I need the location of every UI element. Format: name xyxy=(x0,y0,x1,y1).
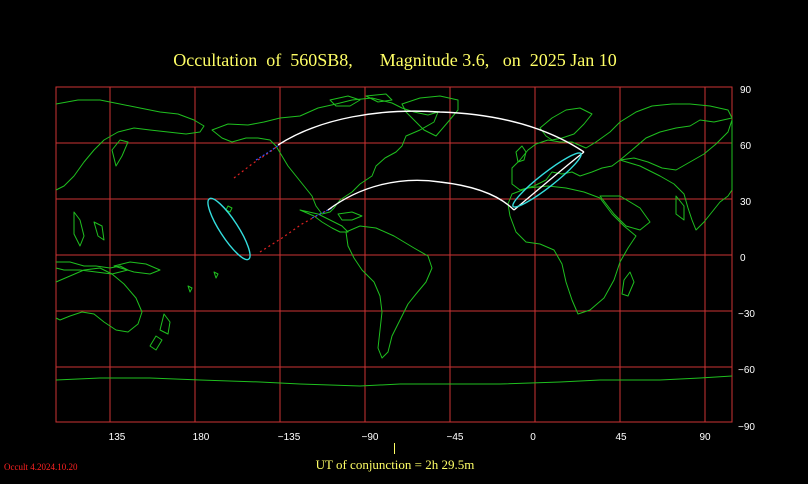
ellipses xyxy=(207,152,582,261)
coastlines xyxy=(55,93,733,387)
software-version: Occult 4.2024.10.20 xyxy=(4,462,78,472)
map-grid xyxy=(55,86,733,423)
lon-tick-label: −90 xyxy=(362,432,379,443)
lat-tick-label: 90 xyxy=(740,85,752,96)
lon-tick-labels: 135 180 −135 −90 −45 0 45 90 xyxy=(109,432,711,443)
south-limit xyxy=(327,179,515,211)
atlantic-ellipse xyxy=(512,152,582,208)
lat-tick-label: −90 xyxy=(738,422,755,433)
lon-tick-label: 90 xyxy=(699,432,711,443)
lon-tick-label: 180 xyxy=(193,432,210,443)
lon-tick-label: 45 xyxy=(615,432,627,443)
lon-tick-label: −135 xyxy=(278,432,301,443)
lat-tick-label: −60 xyxy=(738,365,755,376)
path-extension-blue xyxy=(255,143,333,219)
lat-tick-label: −30 xyxy=(738,309,755,320)
lat-tick-label: 0 xyxy=(740,253,746,264)
pacific-ellipse xyxy=(207,197,251,261)
lat-tick-label: 60 xyxy=(740,141,752,152)
path-extensions xyxy=(233,143,333,253)
lon-tick-label: 0 xyxy=(530,432,536,443)
lon-tick-label: −45 xyxy=(447,432,464,443)
lon-tick-label: 135 xyxy=(109,432,126,443)
lat-tick-label: 30 xyxy=(740,197,752,208)
path-limits xyxy=(277,110,585,211)
east-limit xyxy=(513,151,585,211)
map-title: Occultation of 560SB8, Magnitude 3.6, on… xyxy=(173,50,617,70)
lat-tick-labels: 90 60 30 0 −30 −60 −90 xyxy=(738,85,755,433)
conjunction-marker xyxy=(394,443,395,454)
north-limit xyxy=(277,110,585,153)
conjunction-time: UT of conjunction = 2h 29.5m xyxy=(315,457,475,472)
